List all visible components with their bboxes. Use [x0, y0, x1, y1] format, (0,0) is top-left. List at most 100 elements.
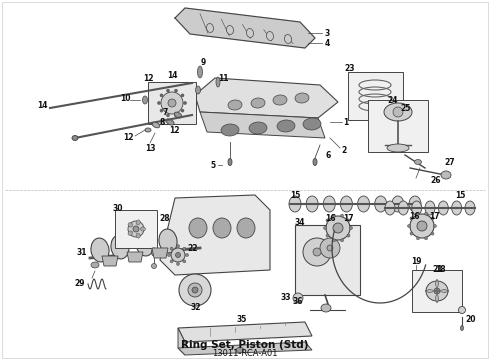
- Ellipse shape: [398, 201, 408, 215]
- Ellipse shape: [410, 232, 413, 235]
- Ellipse shape: [333, 214, 336, 217]
- Text: 14: 14: [167, 71, 177, 80]
- Ellipse shape: [349, 226, 352, 230]
- Text: 15: 15: [455, 190, 465, 199]
- Bar: [412, 270, 462, 312]
- Ellipse shape: [167, 114, 170, 117]
- Text: 3: 3: [324, 28, 330, 37]
- Bar: [348, 72, 403, 120]
- Ellipse shape: [417, 221, 427, 231]
- Ellipse shape: [434, 288, 440, 294]
- Ellipse shape: [347, 234, 350, 237]
- Ellipse shape: [424, 237, 427, 240]
- Ellipse shape: [179, 274, 211, 306]
- Ellipse shape: [267, 32, 273, 40]
- Polygon shape: [436, 279, 439, 291]
- Ellipse shape: [72, 135, 78, 140]
- Text: 34: 34: [295, 217, 305, 226]
- Text: 35: 35: [237, 315, 247, 324]
- Polygon shape: [437, 289, 449, 293]
- Ellipse shape: [246, 28, 253, 37]
- Bar: [115, 210, 157, 248]
- Ellipse shape: [375, 196, 387, 212]
- Ellipse shape: [197, 66, 202, 78]
- Ellipse shape: [176, 244, 179, 248]
- Ellipse shape: [181, 94, 184, 97]
- Text: 27: 27: [445, 158, 455, 166]
- Ellipse shape: [141, 227, 146, 231]
- Text: 13011-RCA-A01: 13011-RCA-A01: [212, 350, 278, 359]
- Text: 20: 20: [466, 315, 476, 324]
- Polygon shape: [178, 322, 312, 342]
- Ellipse shape: [226, 26, 234, 35]
- Ellipse shape: [409, 196, 421, 212]
- Text: 12: 12: [143, 73, 153, 82]
- Ellipse shape: [313, 248, 321, 256]
- Text: 36: 36: [293, 297, 303, 306]
- Text: 31: 31: [77, 248, 87, 257]
- Ellipse shape: [188, 283, 202, 297]
- Ellipse shape: [393, 107, 403, 117]
- Text: 13: 13: [145, 144, 155, 153]
- Ellipse shape: [326, 234, 329, 237]
- Ellipse shape: [237, 218, 255, 238]
- Text: 9: 9: [200, 58, 206, 67]
- Ellipse shape: [143, 96, 147, 104]
- Ellipse shape: [341, 239, 343, 242]
- Ellipse shape: [136, 233, 140, 238]
- Ellipse shape: [160, 109, 163, 112]
- Ellipse shape: [459, 306, 466, 314]
- Ellipse shape: [285, 35, 292, 44]
- Bar: [148, 82, 196, 124]
- Ellipse shape: [166, 119, 174, 125]
- Ellipse shape: [434, 225, 437, 228]
- Ellipse shape: [289, 196, 301, 212]
- Ellipse shape: [161, 92, 183, 114]
- Ellipse shape: [206, 23, 214, 32]
- Text: 16: 16: [325, 213, 335, 222]
- Ellipse shape: [228, 100, 242, 110]
- Ellipse shape: [152, 122, 160, 128]
- Polygon shape: [436, 291, 439, 303]
- Text: 32: 32: [191, 303, 201, 312]
- Ellipse shape: [128, 231, 133, 235]
- Ellipse shape: [136, 220, 140, 225]
- Ellipse shape: [228, 158, 232, 166]
- Ellipse shape: [412, 201, 422, 215]
- Text: 19: 19: [411, 257, 421, 266]
- Ellipse shape: [175, 252, 180, 257]
- Ellipse shape: [313, 158, 317, 166]
- Ellipse shape: [410, 214, 434, 238]
- Ellipse shape: [424, 212, 427, 215]
- Ellipse shape: [128, 223, 133, 227]
- Ellipse shape: [431, 232, 434, 235]
- Ellipse shape: [170, 260, 173, 263]
- Ellipse shape: [323, 226, 326, 230]
- Text: 5: 5: [210, 161, 216, 170]
- Text: 23: 23: [345, 63, 355, 72]
- Ellipse shape: [426, 281, 448, 301]
- Ellipse shape: [431, 217, 434, 220]
- Ellipse shape: [387, 144, 409, 152]
- Ellipse shape: [145, 128, 151, 132]
- Ellipse shape: [159, 229, 177, 253]
- Ellipse shape: [133, 226, 139, 232]
- Ellipse shape: [295, 93, 309, 103]
- Text: 22: 22: [188, 243, 198, 252]
- Ellipse shape: [216, 77, 220, 87]
- Text: 14: 14: [37, 100, 47, 109]
- Polygon shape: [102, 256, 118, 266]
- Polygon shape: [195, 78, 338, 118]
- Polygon shape: [200, 112, 325, 138]
- Polygon shape: [127, 252, 143, 262]
- Ellipse shape: [410, 217, 413, 220]
- Ellipse shape: [303, 238, 331, 266]
- Ellipse shape: [236, 347, 244, 352]
- Ellipse shape: [341, 196, 352, 212]
- Ellipse shape: [181, 109, 184, 112]
- Ellipse shape: [465, 201, 475, 215]
- Text: 25: 25: [401, 104, 411, 113]
- Ellipse shape: [151, 248, 156, 256]
- Ellipse shape: [416, 237, 419, 240]
- Ellipse shape: [333, 223, 343, 233]
